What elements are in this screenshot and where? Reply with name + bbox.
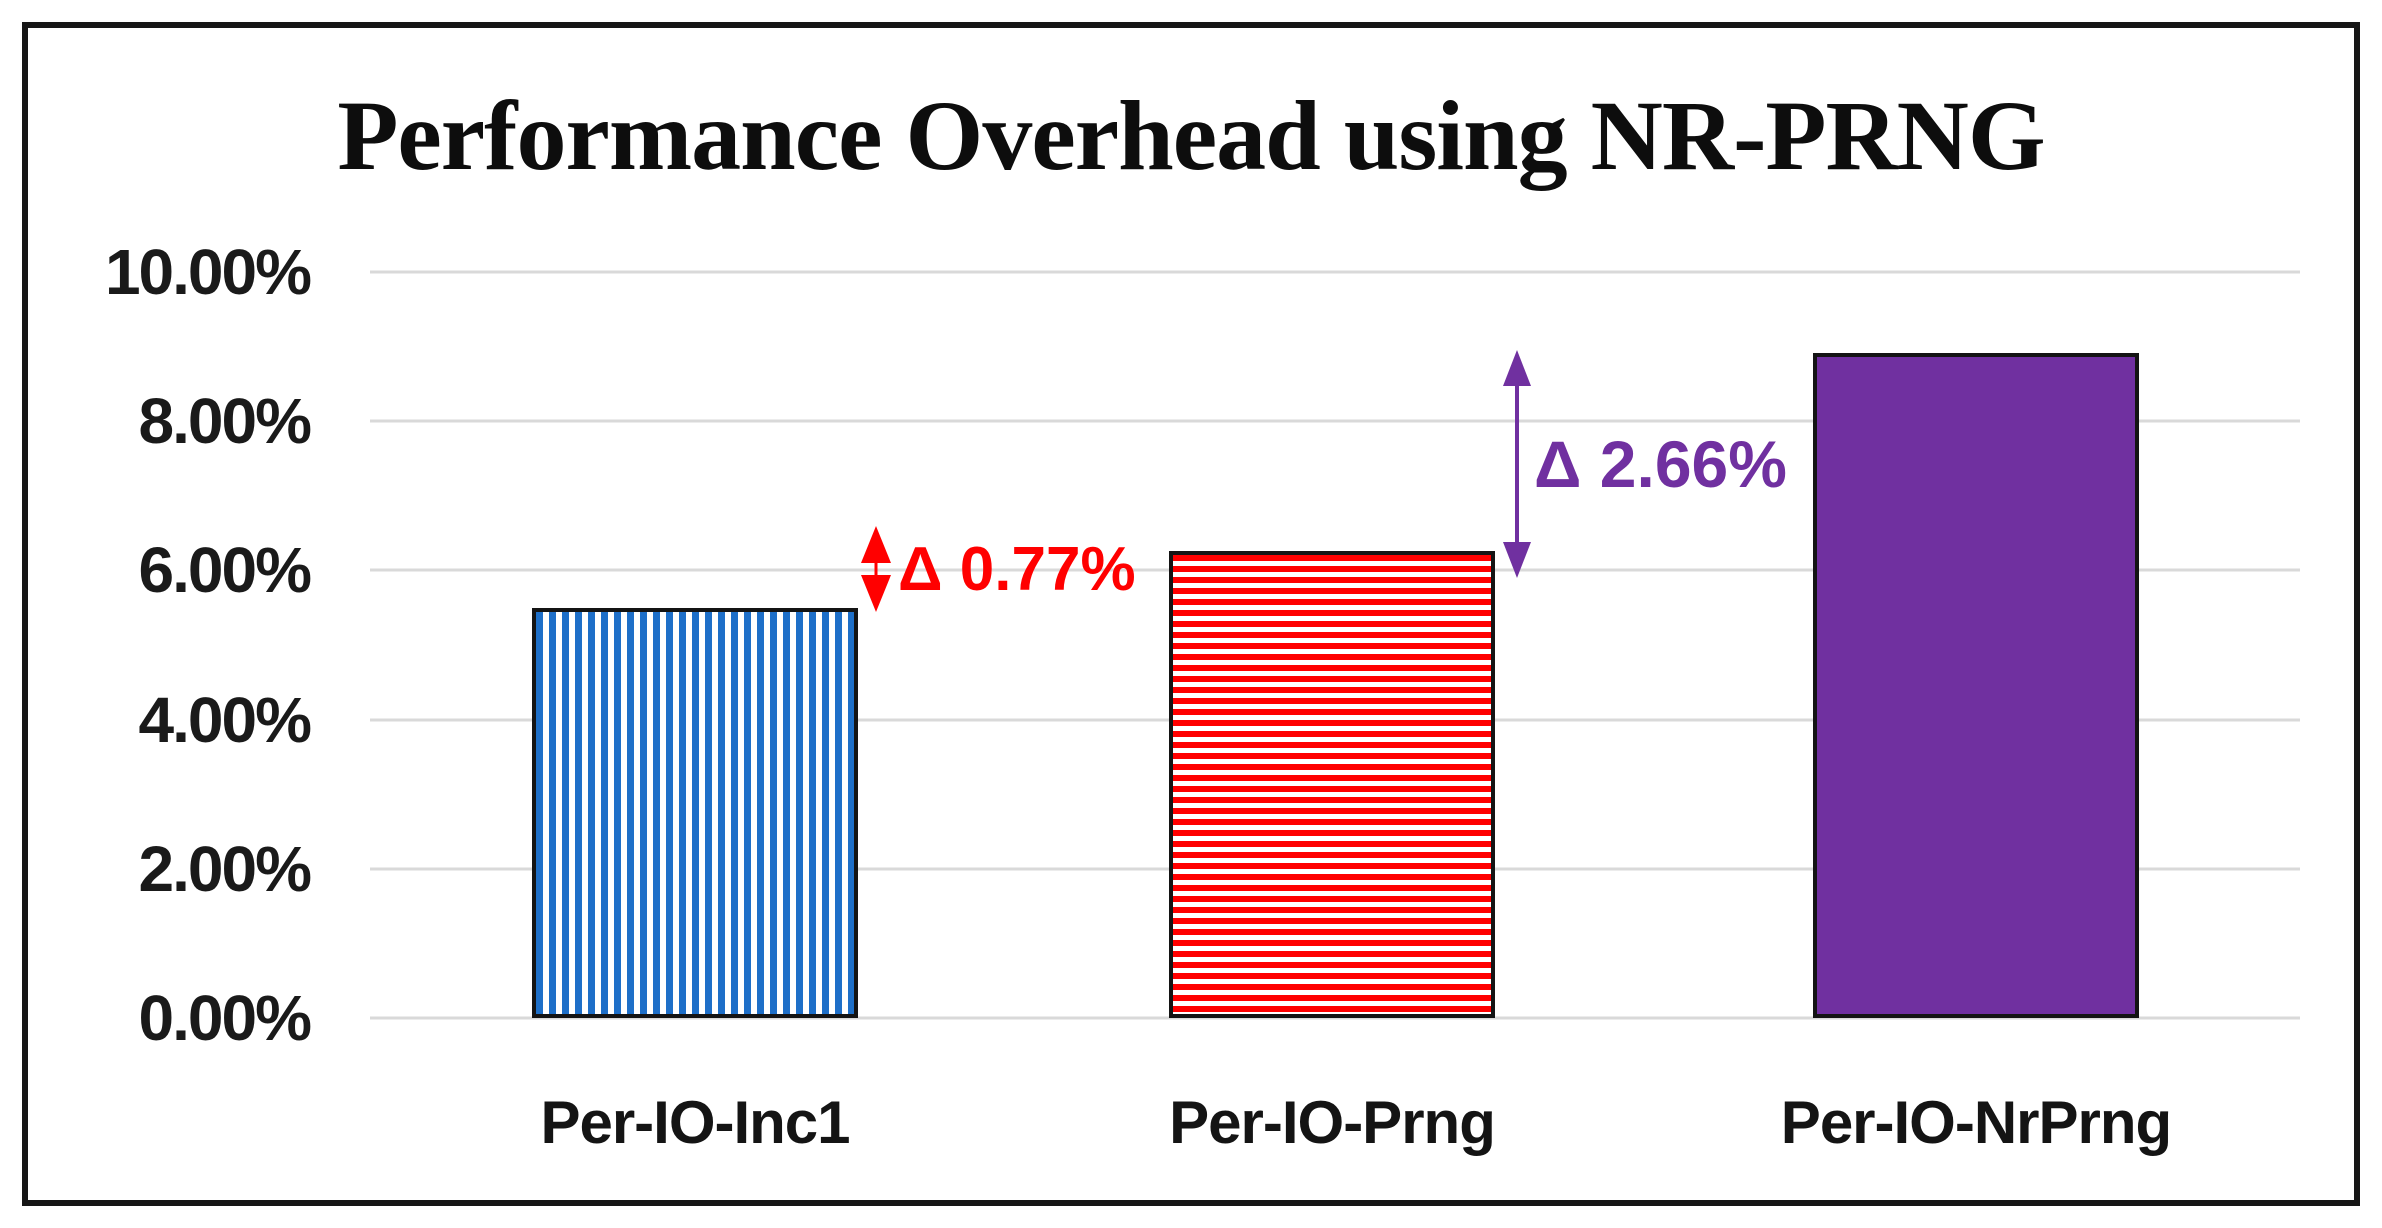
delta-label-purple: Δ 2.66% — [1534, 427, 1787, 501]
bar-per-io-prng — [1169, 551, 1495, 1018]
red-delta-arrow-icon — [858, 526, 894, 617]
y-tick-label-6: 6.00% — [138, 534, 312, 606]
gridline — [370, 270, 2300, 274]
delta-label-red: Δ 0.77% — [898, 535, 1136, 604]
y-tick-label-4: 4.00% — [138, 684, 312, 756]
bar-per-io-inc1 — [532, 608, 858, 1018]
y-tick-label-10: 10.00% — [104, 236, 312, 308]
chart-title: Performance Overhead using NR-PRNG — [337, 80, 2045, 191]
y-tick-label-0: 0.00% — [138, 982, 312, 1054]
gridline — [370, 419, 2300, 423]
x-category-label-nrprng: Per-IO-NrPrng — [1780, 1089, 2172, 1156]
bar-per-io-nrprng — [1813, 352, 2139, 1018]
y-tick-label-2: 2.00% — [138, 833, 312, 905]
x-category-label-inc1: Per-IO-Inc1 — [540, 1089, 850, 1156]
x-axis-baseline — [370, 1016, 2300, 1020]
plot-area — [370, 270, 2300, 1020]
purple-delta-arrow-icon — [1497, 350, 1537, 583]
x-category-label-prng: Per-IO-Prng — [1169, 1089, 1496, 1156]
y-tick-label-8: 8.00% — [138, 385, 312, 457]
